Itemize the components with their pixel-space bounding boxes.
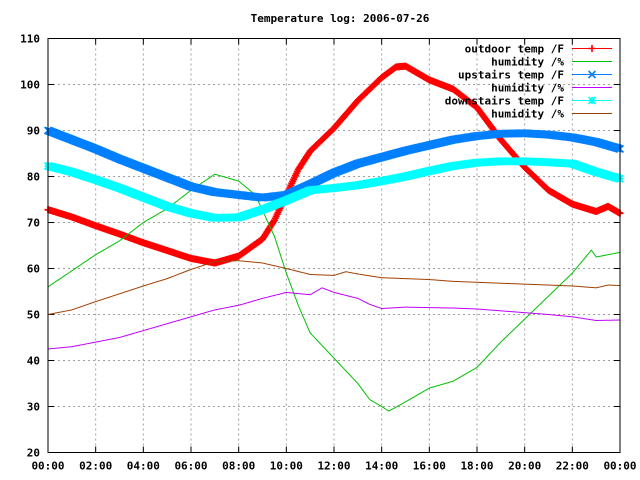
series-line — [47, 287, 621, 350]
series-3 — [47, 287, 621, 350]
axes: 20 30 40 50 60 70 80 90 100 110 00:00 02:00 04:00 06:… — [20, 33, 636, 473]
legend-label: outdoor temp /F — [465, 43, 564, 56]
legend-label: humidity /% — [491, 56, 564, 69]
x-tick-label: 02:00 — [79, 460, 112, 473]
series-4 — [43, 157, 625, 222]
x-tick-label: 10:00 — [270, 460, 303, 473]
y-tick-label: 50 — [27, 309, 40, 322]
series-markers — [43, 157, 625, 222]
series-1 — [47, 173, 621, 412]
series-markers — [44, 62, 624, 267]
legend-label: upstairs temp /F — [458, 69, 564, 82]
x-tick-label: 00:00 — [31, 460, 64, 473]
y-tick-label: 40 — [27, 355, 40, 368]
y-tick-label: 110 — [20, 33, 40, 46]
y-tick-label: 70 — [27, 217, 40, 230]
data-point-marker — [587, 70, 597, 79]
legend-label: humidity /% — [491, 82, 564, 95]
legend-label: downstairs temp /F — [445, 95, 564, 108]
plot-frame — [47, 38, 621, 453]
y-tick-label: 30 — [27, 401, 40, 414]
x-tick-label: 08:00 — [222, 460, 255, 473]
y-tick-label: 60 — [27, 263, 40, 276]
x-tick-label: 18:00 — [460, 460, 493, 473]
x-tick-label: 04:00 — [127, 460, 160, 473]
series-0 — [44, 62, 624, 267]
chart-title: Temperature log: 2006-07-26 — [251, 12, 430, 25]
plot-area — [43, 62, 625, 412]
legend-label: humidity /% — [491, 108, 564, 121]
x-tick-label: 16:00 — [413, 460, 446, 473]
y-tick-label: 90 — [27, 125, 40, 138]
x-tick-label: 12:00 — [317, 460, 350, 473]
y-tick-label: 80 — [27, 171, 40, 184]
y-tick-label: 100 — [20, 79, 40, 92]
x-tick-label: 14:00 — [365, 460, 398, 473]
x-tick-label: 00:00 — [603, 460, 636, 473]
data-point-marker — [587, 96, 597, 105]
series-line — [47, 260, 621, 315]
series-line — [47, 173, 621, 412]
series-5 — [47, 260, 621, 315]
data-point-marker — [588, 45, 596, 52]
y-tick-label: 20 — [27, 447, 40, 460]
x-tick-label: 20:00 — [508, 460, 541, 473]
x-tick-label: 22:00 — [556, 460, 589, 473]
x-tick-label: 06:00 — [174, 460, 207, 473]
